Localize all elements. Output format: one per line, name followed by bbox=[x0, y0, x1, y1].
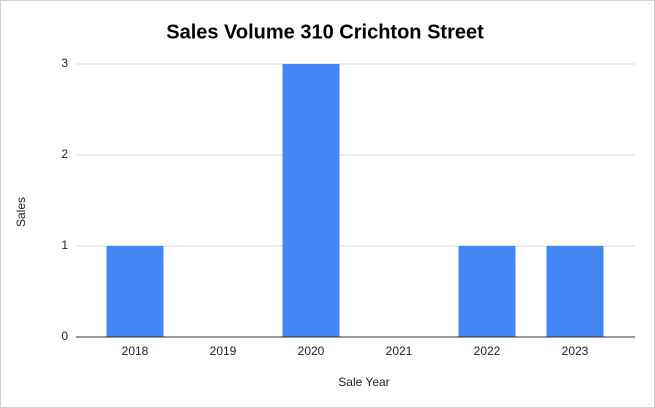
y-axis-label: Sales bbox=[14, 197, 28, 227]
x-tick-label: 2021 bbox=[386, 344, 413, 358]
x-tick-label: 2018 bbox=[122, 344, 149, 358]
y-tick-label: 0 bbox=[61, 329, 68, 343]
bar bbox=[106, 246, 164, 337]
x-tick-label: 2019 bbox=[210, 344, 237, 358]
y-tick-label: 3 bbox=[61, 56, 68, 70]
bar bbox=[282, 64, 340, 337]
chart-title: Sales Volume 310 Crichton Street bbox=[166, 21, 484, 43]
x-tick-label: 2020 bbox=[298, 344, 325, 358]
x-tick-label: 2022 bbox=[474, 344, 501, 358]
y-tick-label: 2 bbox=[61, 147, 68, 161]
bar bbox=[546, 246, 604, 337]
x-axis-label: Sale Year bbox=[338, 375, 389, 389]
y-tick-label: 1 bbox=[61, 238, 68, 252]
bar bbox=[458, 246, 516, 337]
x-tick-label: 2023 bbox=[562, 344, 589, 358]
